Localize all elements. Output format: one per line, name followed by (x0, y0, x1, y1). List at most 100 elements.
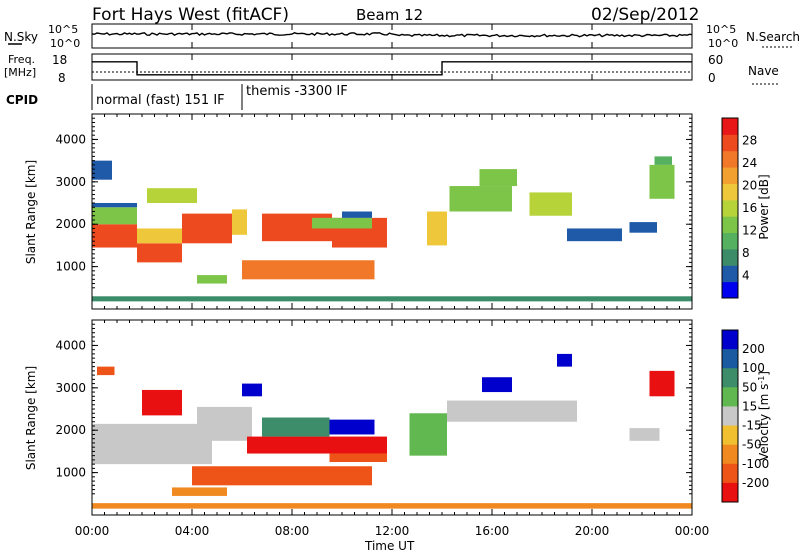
velocity-colorbar-label-exp: -1 (757, 376, 766, 384)
velocity-colorbar-label-text: Velocity [m s (757, 384, 771, 461)
velocity-patch (92, 503, 692, 509)
velocity-colorbar-tick: 200 (742, 342, 765, 356)
power-patch (449, 186, 512, 212)
power-patch (427, 211, 447, 246)
cpid-mode-2: themis -3300 IF (246, 84, 348, 99)
velocity-colorbar-swatch (722, 349, 738, 369)
velocity-patch (142, 389, 182, 416)
cpid-label: CPID (6, 93, 38, 107)
velocity-patch (242, 383, 262, 397)
x-tick-label: 04:00 (175, 524, 210, 538)
velocity-colorbar-swatch (722, 482, 738, 503)
velocity-patch (97, 366, 115, 376)
velocity-colorbar-swatch (722, 387, 738, 407)
velocity-ylabel: Slant Range [km] (24, 366, 38, 470)
station-title: Fort Hays West (fitACF) (92, 5, 289, 25)
power-patch (479, 169, 517, 187)
x-tick-label: 00:00 (75, 524, 110, 538)
power-patch (197, 275, 227, 284)
power-patch (92, 160, 112, 180)
power-colorbar-swatch (722, 167, 738, 184)
power-patch (92, 296, 692, 302)
sky-noise-line (91, 32, 693, 38)
y-tick-label: 2000 (55, 217, 86, 231)
noise-right-tick-bottom: 10^0 (708, 37, 738, 50)
power-colorbar-label: Power [dB] (757, 174, 771, 239)
velocity-colorbar-swatch (722, 330, 738, 350)
power-patch (92, 224, 137, 248)
power-patch (137, 243, 182, 263)
velocity-patch (192, 466, 372, 486)
frequency-line (92, 61, 692, 76)
velocity-colorbar-tick: 50 (742, 380, 757, 394)
noise-left-tick-top: 10^5 (48, 23, 78, 36)
power-colorbar-tick: 20 (742, 179, 757, 193)
velocity-patch (172, 487, 227, 496)
velocity-colorbar-swatch (722, 463, 738, 484)
power-patch (567, 228, 622, 242)
date-label: 02/Sep/2012 (591, 5, 699, 25)
velocity-colorbar-swatch (722, 368, 738, 388)
velocity-patch (649, 370, 675, 397)
velocity-patch (329, 419, 375, 435)
beam-label: Beam 12 (356, 6, 423, 24)
cpid-mode-1: normal (fast) 151 IF (96, 93, 225, 108)
velocity-patch (92, 423, 212, 465)
freq-tick-top: 18 (52, 53, 67, 67)
power-colorbar-swatch (722, 150, 738, 168)
velocity-colorbar-tick: -100 (742, 457, 769, 471)
x-tick-label: 16:00 (475, 524, 510, 538)
power-patch (312, 217, 372, 229)
power-colorbar-swatch (722, 281, 738, 299)
x-axis: 00:00 04:00 08:00 12:00 16:00 20:00 00:00 (75, 24, 709, 538)
power-colorbar-swatch (722, 248, 738, 266)
y-tick-label: 3000 (55, 175, 86, 189)
velocity-patch (557, 353, 572, 367)
y-tick-label: 4000 (55, 132, 86, 146)
velocity-heatmap (92, 353, 692, 509)
velocity-y-axis: 4000 3000 2000 1000 (55, 323, 692, 495)
power-patch (649, 164, 675, 199)
power-patch (92, 203, 137, 208)
power-patch (147, 188, 197, 204)
power-patch (342, 211, 372, 218)
velocity-patch (629, 428, 660, 441)
x-tick-label: 08:00 (275, 524, 310, 538)
power-patch (137, 228, 182, 244)
velocity-colorbar-tick: 100 (742, 361, 765, 375)
freq-tick-bottom: 8 (58, 71, 66, 85)
noise-left-label: N.Sky (4, 30, 38, 44)
velocity-colorbar-tick: -200 (742, 476, 769, 490)
nave-tick-top: 60 (708, 53, 723, 67)
power-colorbar-tick: 8 (742, 246, 750, 260)
power-colorbar-swatch (722, 118, 738, 135)
velocity-colorbar-swatch (722, 444, 738, 465)
velocity-colorbar-swatch (722, 406, 738, 427)
x-tick-label: 20:00 (575, 524, 610, 538)
velocity-colorbar: 200 100 50 15 -15 -50 -100 -200 (721, 329, 769, 503)
power-colorbar-swatch (722, 183, 738, 201)
nave-tick-bottom: 0 (708, 71, 716, 85)
y-tick-label: 4000 (55, 338, 86, 352)
power-panel-frame (91, 113, 693, 310)
velocity-colorbar-label-close: ] (757, 371, 771, 376)
velocity-colorbar-frame (721, 329, 739, 503)
velocity-patch (247, 436, 387, 454)
power-patch (529, 192, 572, 216)
power-colorbar-tick: 4 (742, 269, 750, 283)
velocity-colorbar-tick: -50 (742, 438, 762, 452)
power-ylabel: Slant Range [km] (24, 160, 38, 264)
x-tick-label: 12:00 (375, 524, 410, 538)
power-heatmap (92, 156, 692, 302)
noise-right-tick-top: 10^5 (706, 23, 736, 36)
power-patch (92, 207, 137, 225)
y-tick-label: 2000 (55, 423, 86, 437)
velocity-colorbar-swatch (722, 425, 738, 446)
power-colorbar-swatch (722, 134, 738, 152)
power-colorbar-tick: 12 (742, 224, 757, 238)
power-colorbar-swatch (722, 199, 738, 217)
power-colorbar-swatch (722, 216, 738, 234)
power-colorbar-swatch (722, 232, 738, 250)
